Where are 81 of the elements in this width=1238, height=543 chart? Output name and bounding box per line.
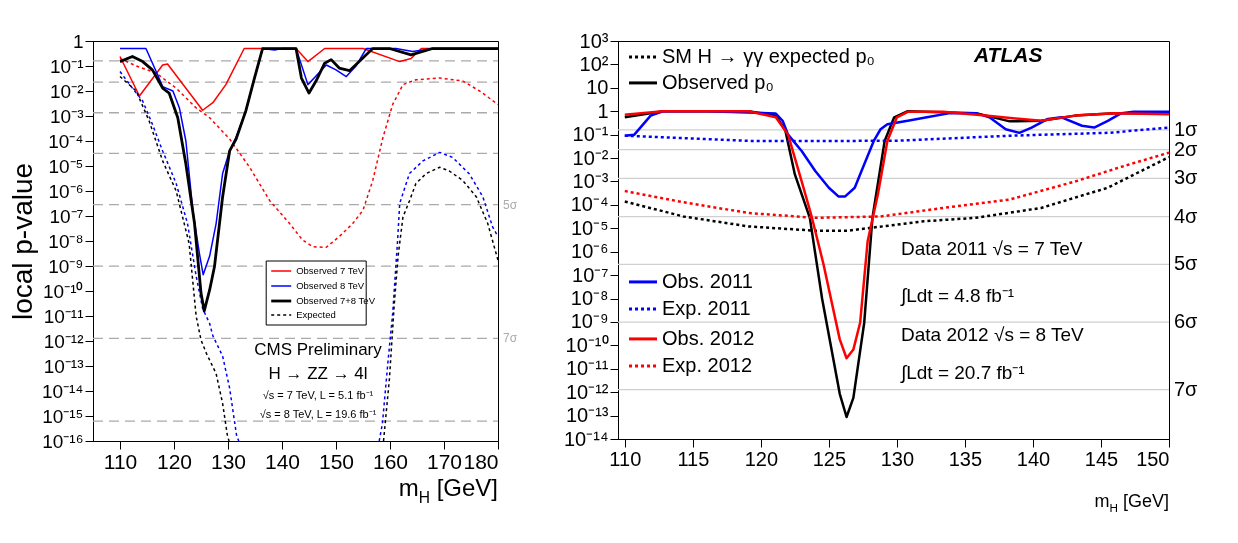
x-tick-label: 150 — [1136, 447, 1170, 470]
legend-label: Exp. 2011 — [662, 296, 751, 319]
annotation: Data 2012 √s = 8 TeV — [901, 324, 1085, 345]
y-tick-label: 10⁻⁸ — [570, 287, 609, 310]
y-tick-label: 10⁻² — [572, 146, 609, 169]
y-tick-label: 10⁻⁷ — [572, 263, 609, 286]
annotation: Data 2011 √s = 7 TeV — [901, 238, 1083, 259]
y-tick-label: 10² — [579, 52, 609, 75]
x-tick-label: 145 — [1084, 447, 1119, 470]
y-tick-label: 1 — [597, 99, 609, 122]
line-series — [623, 109, 1169, 360]
y-tick-label: 10⁻¹¹ — [565, 357, 609, 380]
y-tick-label: 10⁻⁵ — [48, 155, 84, 177]
annotation: √s = 8 TeV, L = 19.6 fb⁻¹ — [259, 408, 377, 420]
x-tick-label: 130 — [880, 447, 915, 470]
ref-line-label: 5σ — [503, 197, 518, 212]
y-tick-label: 10⁻¹⁶ — [42, 430, 84, 452]
ref-line-label: 4σ — [1174, 204, 1199, 227]
y-tick-label: 1 — [72, 30, 84, 52]
x-tick-label: 120 — [156, 449, 193, 473]
legend-label: Observed 7 TeV — [296, 265, 365, 276]
ref-line-label: 7σ — [1174, 377, 1199, 400]
annotation: H → ZZ → 4l — [268, 364, 368, 383]
y-tick-label: 10⁻⁶ — [48, 180, 84, 202]
ref-line-label: 1σ — [1174, 117, 1199, 140]
x-tick-label: 110 — [103, 449, 138, 473]
ref-line-label: 5σ — [1174, 252, 1199, 275]
legend-label: Observed p₀ — [662, 70, 774, 93]
x-tick-label: 140 — [1016, 447, 1051, 470]
x-tick-label: 120 — [744, 447, 779, 470]
x-tick-label: 125 — [812, 447, 847, 470]
legend-label: Obs. 2012 — [662, 326, 755, 349]
y-axis-title: local p-value — [6, 162, 38, 321]
y-tick-label: 10⁻⁶ — [571, 240, 609, 263]
y-tick-label: 10⁻⁷ — [49, 205, 84, 227]
y-tick-label: 10⁻¹³ — [43, 355, 84, 377]
x-tick-label: 180 — [463, 449, 499, 473]
y-tick-label: 10⁻⁴ — [570, 193, 609, 216]
y-tick-label: 10⁻¹⁴ — [564, 427, 609, 450]
y-tick-label: 10⁻¹² — [565, 380, 609, 403]
legend-label: Expected — [296, 309, 336, 320]
y-tick-label: 10⁻¹² — [43, 330, 84, 352]
x-tick-label: 110 — [609, 447, 642, 470]
x-tick-label: 135 — [948, 447, 983, 470]
y-tick-label: 10⁻⁹ — [570, 310, 609, 333]
ref-line-label: 6σ — [1174, 310, 1199, 333]
legend-label: SM H → γγ expected p₀ — [662, 44, 875, 67]
y-tick-label: 10⁻⁸ — [48, 230, 84, 252]
y-tick-label: 10⁻¹ — [50, 55, 84, 77]
annotation: ∫Ldt = 20.7 fb⁻¹ — [900, 362, 1025, 384]
y-tick-label: 10⁻⁵ — [570, 216, 609, 239]
y-tick-label: 10⁻¹¹ — [43, 305, 84, 327]
legend-label: Obs. 2011 — [662, 269, 753, 292]
x-tick-label: 170 — [426, 449, 463, 473]
annotation: √s = 7 TeV, L = 5.1 fb⁻¹ — [262, 389, 374, 401]
y-tick-label: 10⁻¹⁴ — [41, 380, 84, 402]
annotation: CMS Preliminary — [254, 340, 383, 359]
ref-line-label: 2σ — [1174, 137, 1199, 160]
y-tick-label: 10⁻³ — [572, 169, 609, 192]
y-tick-label: 10⁻² — [50, 80, 84, 102]
y-tick-label: 10⁻¹ — [572, 123, 609, 146]
x-tick-label: 115 — [677, 447, 710, 470]
y-tick-label: 10⁻³ — [50, 105, 84, 127]
ref-line-label: 7σ — [503, 331, 518, 346]
y-tick-label: 10⁻¹⁰ — [565, 333, 609, 356]
annotation: ATLAS — [973, 43, 1043, 66]
x-tick-label: 160 — [372, 449, 409, 473]
y-tick-label: 10⁻⁹ — [48, 255, 84, 277]
y-tick-label: 10⁻¹⁰ — [43, 280, 84, 302]
x-tick-label: 130 — [210, 449, 247, 473]
x-tick-label: 140 — [264, 449, 301, 473]
y-tick-label: 10⁻¹⁵ — [42, 405, 84, 427]
y-tick-label: 10⁻⁴ — [48, 130, 84, 152]
x-tick-label: 150 — [318, 449, 355, 473]
y-tick-label: 10⁻¹³ — [565, 404, 609, 427]
annotation: ∫Ldt = 4.8 fb⁻¹ — [900, 285, 1015, 307]
y-tick-label: 10³ — [579, 29, 609, 52]
ref-line-label: 3σ — [1174, 166, 1199, 189]
y-tick-label: 10 — [586, 76, 609, 99]
legend-label: Observed 8 TeV — [296, 280, 365, 291]
legend-label: Exp. 2012 — [662, 353, 753, 376]
